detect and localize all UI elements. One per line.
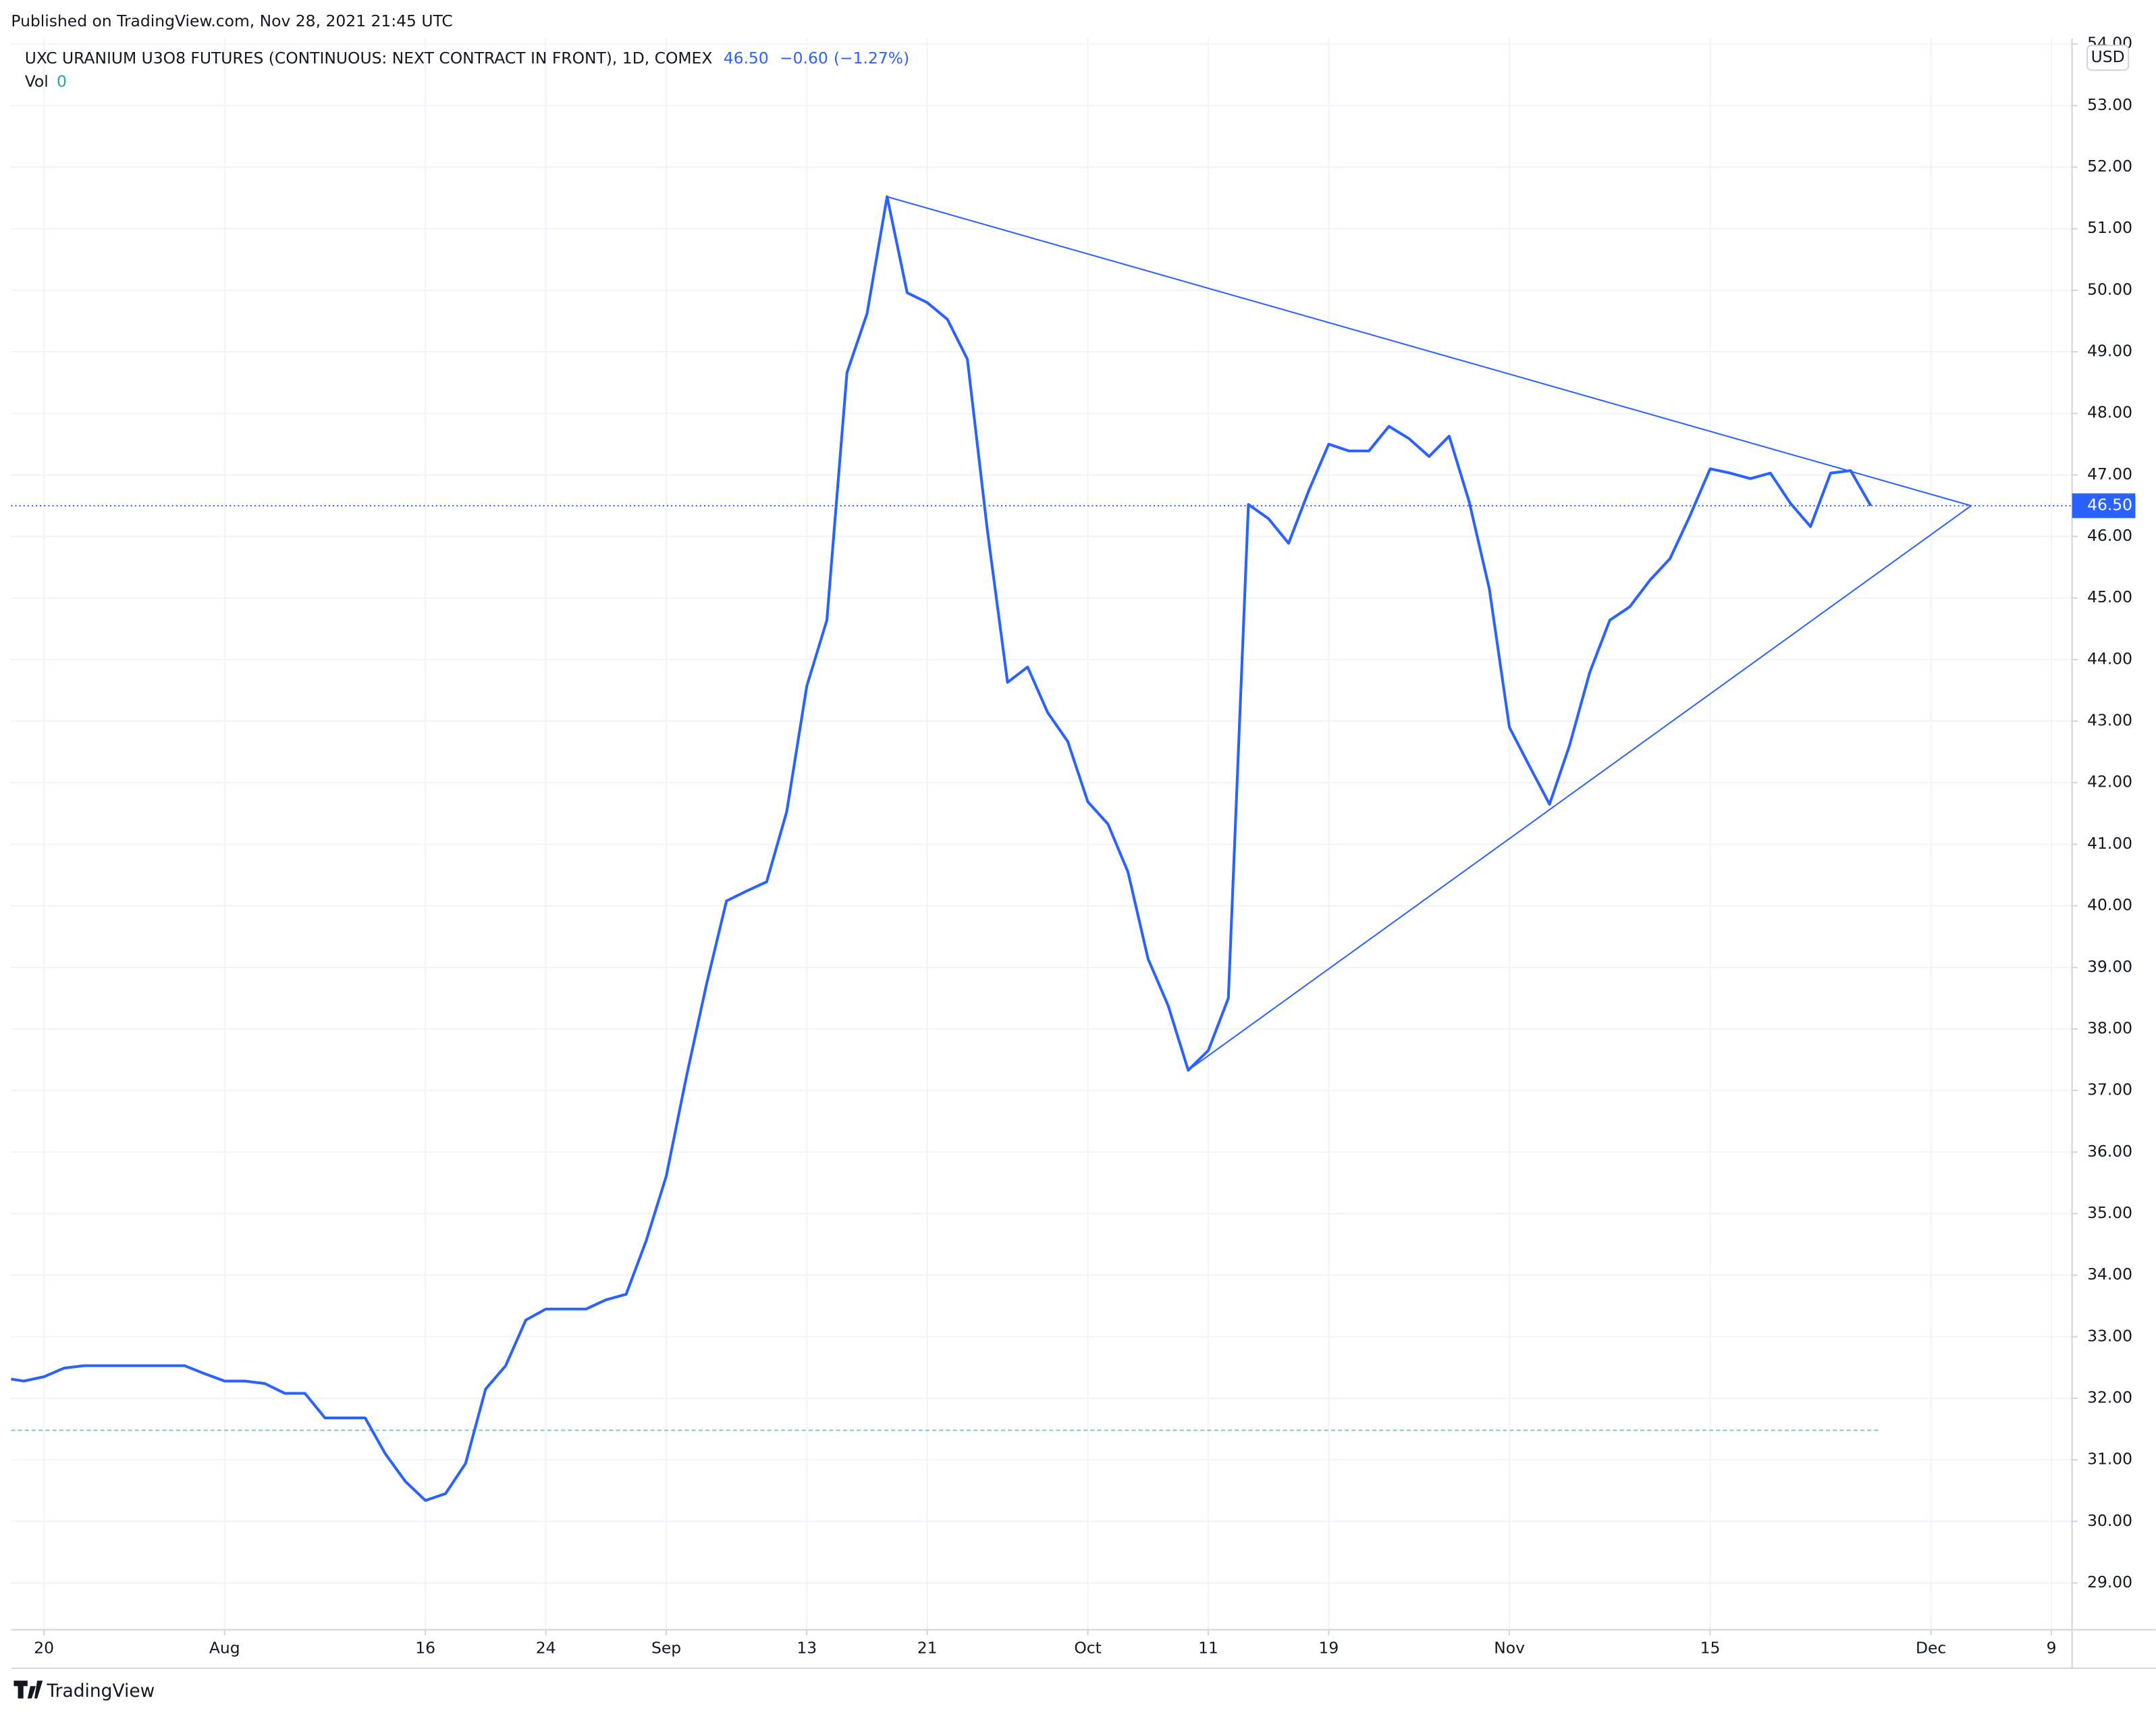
y-tick-label: 46.00: [2087, 526, 2132, 545]
y-tick-label: 29.00: [2087, 1573, 2132, 1591]
logo-mark: [14, 1681, 43, 1699]
x-tick-label: 24: [536, 1639, 556, 1658]
y-tick-label: 41.00: [2087, 834, 2132, 853]
y-tick-label: 31.00: [2087, 1450, 2132, 1469]
symbol-title: UXC URANIUM U3O8 FUTURES (CONTINUOUS: NE…: [25, 49, 713, 68]
y-tick-label: 38.00: [2087, 1018, 2132, 1037]
y-tick-label: 32.00: [2087, 1388, 2132, 1406]
x-tick-label: 20: [34, 1639, 54, 1658]
published-note: Published on TradingView.com, Nov 28, 20…: [11, 11, 452, 30]
brand: TradingView: [46, 1681, 155, 1701]
y-tick-label: 39.00: [2087, 957, 2132, 976]
y-tick-label: 42.00: [2087, 772, 2132, 791]
grid: [11, 38, 2072, 1630]
x-tick-label: 11: [1198, 1639, 1218, 1658]
y-tick-label: 35.00: [2087, 1203, 2132, 1222]
legend: UXC URANIUM U3O8 FUTURES (CONTINUOUS: NE…: [25, 49, 909, 91]
last-price-axis-label: 46.50: [2087, 495, 2132, 514]
y-tick-label: 44.00: [2087, 649, 2132, 668]
y-tick-label: 34.00: [2087, 1265, 2132, 1284]
y-tick-label: 49.00: [2087, 342, 2132, 361]
y-tick-label: 52.00: [2087, 157, 2132, 176]
x-tick-label: 19: [1319, 1639, 1339, 1658]
y-tick-label: 45.00: [2087, 587, 2132, 606]
trendline: [886, 196, 1972, 506]
y-tick-label: 53.00: [2087, 95, 2132, 114]
change-pct: (−1.27%): [834, 49, 909, 68]
y-tick-label: 43.00: [2087, 711, 2132, 730]
last-price-badge: [2072, 493, 2136, 519]
y-tick-label: 51.00: [2087, 218, 2132, 237]
x-tick-label: Nov: [1494, 1639, 1525, 1658]
currency[interactable]: USD: [2091, 47, 2125, 66]
x-tick-label: 16: [415, 1639, 435, 1658]
y-tick-label: 47.00: [2087, 465, 2132, 483]
y-tick-label: 33.00: [2087, 1326, 2132, 1345]
x-tick-label: Dec: [1916, 1639, 1946, 1658]
x-tick-label: Aug: [209, 1639, 240, 1658]
y-tick-label: 37.00: [2087, 1080, 2132, 1099]
x-tick-label: 15: [1700, 1639, 1721, 1658]
y-tick-label: 48.00: [2087, 403, 2132, 422]
x-tick-label: Oct: [1074, 1639, 1101, 1658]
logo: TradingView: [14, 1681, 155, 1701]
x-tick-label: 21: [917, 1639, 938, 1658]
change: −0.60: [780, 49, 828, 68]
x-tick-label: Sep: [651, 1639, 681, 1658]
x-tick-label: 9: [2047, 1639, 2057, 1658]
currency-box[interactable]: [2086, 45, 2130, 71]
volume-value: 0: [57, 72, 67, 91]
y-tick-label: 30.00: [2087, 1511, 2132, 1530]
y-tick-label: 50.00: [2087, 280, 2132, 298]
y-tick-label: 36.00: [2087, 1142, 2132, 1161]
last-price: 46.50: [724, 49, 769, 68]
y-tick-label: 40.00: [2087, 895, 2132, 914]
trendline: [1187, 505, 1972, 1071]
axes: 29.00 30.00 31.00 32.00 33.00 34.00 35.00 36.00…: [34, 34, 2136, 1658]
plot: [11, 195, 2072, 1502]
volume-name: Vol: [25, 72, 49, 91]
x-tick-label: 13: [797, 1639, 817, 1658]
price-line: [11, 195, 1872, 1502]
